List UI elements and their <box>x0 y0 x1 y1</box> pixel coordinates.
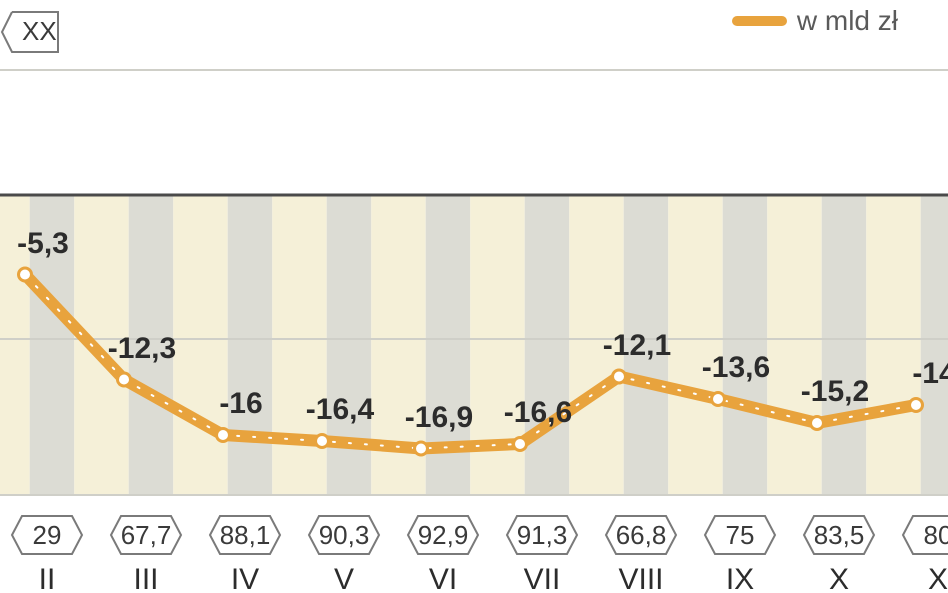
value-label: -12,3 <box>108 332 176 366</box>
value-label: -13,6 <box>702 351 770 385</box>
hex-value: 75 <box>726 520 755 551</box>
hex-value: 91,3 <box>517 520 568 551</box>
value-label: -16,6 <box>504 396 572 430</box>
month-label: X <box>928 563 948 593</box>
month-label: II <box>39 563 56 593</box>
month-label: III <box>133 563 158 593</box>
month-label: IX <box>726 563 754 593</box>
value-label: -16,9 <box>405 401 473 435</box>
hex-value: 83,5 <box>814 520 865 551</box>
value-label: -14 <box>912 357 948 391</box>
chart-line-layer <box>0 0 948 593</box>
value-label: -16,4 <box>306 393 374 427</box>
hex-value: 29 <box>33 520 62 551</box>
hex-value: 88,1 <box>220 520 271 551</box>
value-label: -12,1 <box>603 329 671 363</box>
chart-container: w mld zł XX -5,3-12,3-16-16,4-16,9-16,6-… <box>0 0 948 593</box>
hex-value: 90,3 <box>319 520 370 551</box>
value-label: -16 <box>219 387 262 421</box>
month-label: VII <box>524 563 561 593</box>
hex-value: 67,7 <box>121 520 172 551</box>
value-label: -15,2 <box>801 375 869 409</box>
hex-value: 66,8 <box>616 520 667 551</box>
value-label: -5,3 <box>17 227 69 261</box>
month-label: X <box>829 563 849 593</box>
month-label: IV <box>231 563 259 593</box>
hex-value: 80 <box>924 520 948 551</box>
month-label: V <box>334 563 354 593</box>
month-label: VI <box>429 563 457 593</box>
month-label: VIII <box>618 563 663 593</box>
hex-value: 92,9 <box>418 520 469 551</box>
